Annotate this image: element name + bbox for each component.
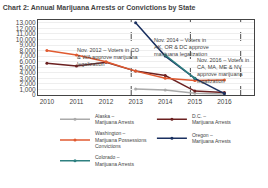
svg-text:0: 0: [32, 91, 36, 98]
svg-text:1,000: 1,000: [19, 86, 36, 93]
svg-text:10,000: 10,000: [16, 36, 36, 43]
svg-text:3,000: 3,000: [19, 75, 36, 82]
svg-text:8,000: 8,000: [19, 47, 36, 54]
svg-text:Nov. 2012 – Voters in CO& WA a: Nov. 2012 – Voters in CO& WA approve mar…: [77, 47, 140, 67]
svg-text:4,000: 4,000: [19, 69, 36, 76]
svg-text:2013: 2013: [128, 98, 143, 105]
svg-text:12,000: 12,000: [16, 25, 36, 32]
svg-text:2016: 2016: [217, 98, 232, 105]
svg-text:Nov. 2014 – Voters inAK, OR &: Nov. 2014 – Voters inAK, OR & DC approve…: [154, 37, 209, 57]
svg-text:Colorado –Marijuana Arrests: Colorado –Marijuana Arrests: [95, 154, 134, 167]
svg-text:2011: 2011: [69, 98, 83, 105]
svg-text:7,000: 7,000: [19, 52, 36, 59]
svg-text:5,000: 5,000: [19, 63, 36, 70]
svg-text:Oregon –Marijuana Arrests: Oregon –Marijuana Arrests: [192, 132, 231, 145]
svg-text:2014: 2014: [158, 98, 173, 105]
svg-text:D.C. –Marijuana Arrests: D.C. –Marijuana Arrests: [192, 113, 231, 126]
svg-text:13,000: 13,000: [16, 19, 36, 26]
svg-text:2,000: 2,000: [19, 80, 36, 87]
svg-text:11,000: 11,000: [16, 30, 36, 37]
svg-text:Alaska –Marijuana Arrests: Alaska –Marijuana Arrests: [95, 113, 134, 126]
svg-text:Washington –Marijuana Possessi: Washington –Marijuana PossessionsConvict…: [95, 130, 147, 149]
svg-text:2012: 2012: [99, 98, 114, 105]
svg-text:9,000: 9,000: [19, 41, 36, 48]
svg-text:2010: 2010: [40, 98, 55, 105]
svg-text:Chart 2: Annual Marijuana Arre: Chart 2: Annual Marijuana Arrests or Con…: [3, 4, 196, 12]
svg-text:Nov. 2016 – Voters inCA, MA, M: Nov. 2016 – Voters inCA, MA, ME & NVappr…: [197, 57, 249, 84]
svg-text:2015: 2015: [188, 98, 203, 105]
svg-text:6,000: 6,000: [19, 58, 36, 65]
